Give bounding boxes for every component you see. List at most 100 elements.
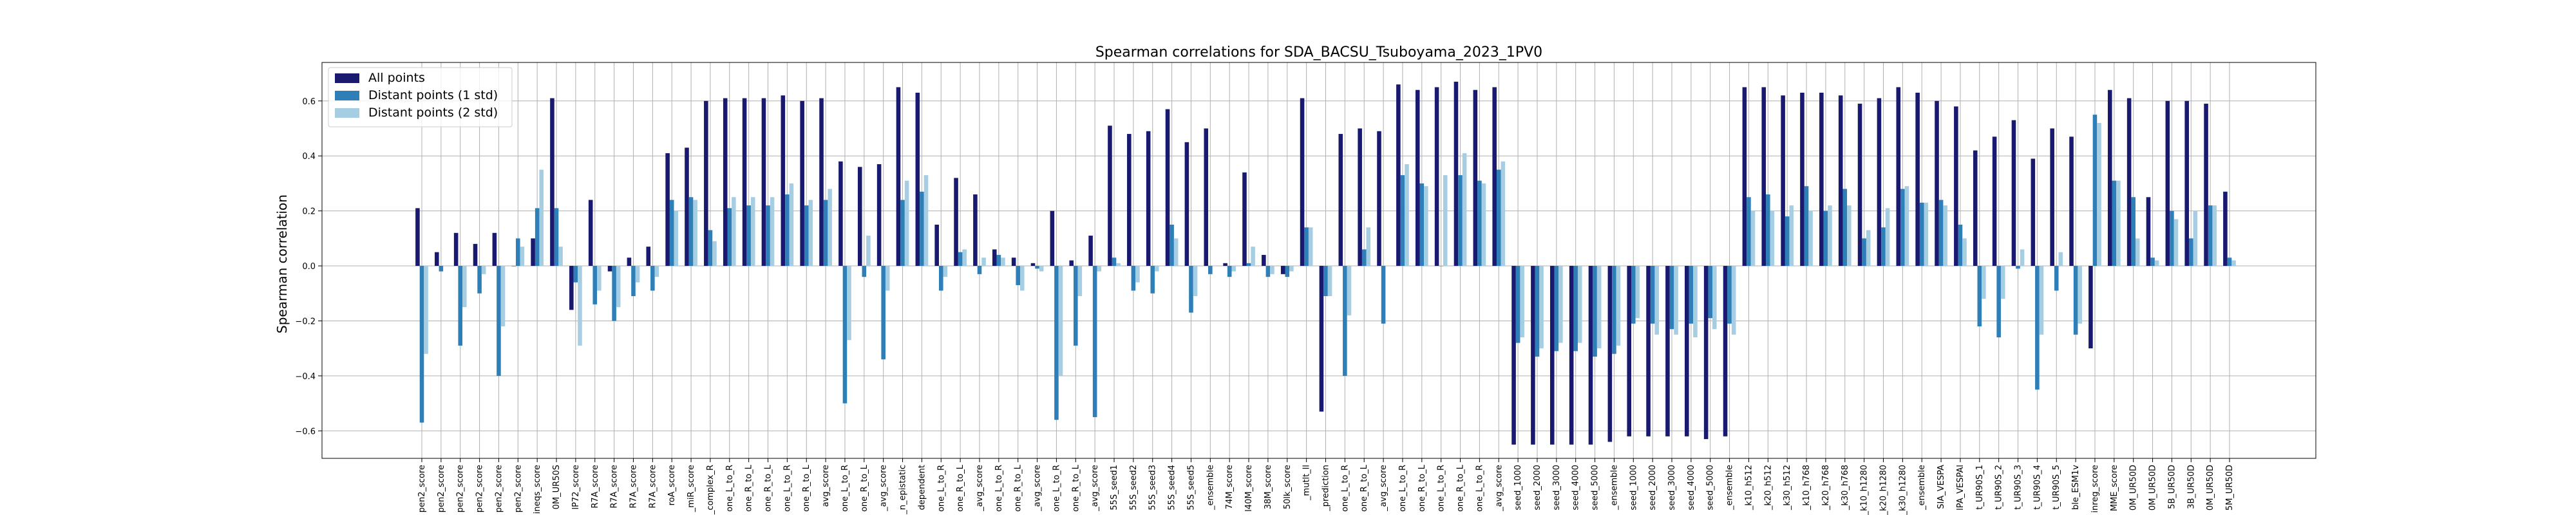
x-tick-label: 55S_seed1 [1110,465,1119,510]
bar-series-2 [2054,266,2059,291]
bar-series-1 [1223,263,1227,267]
bar-series-2 [1938,200,1944,267]
bar-series-2 [1785,216,1790,267]
bar-series-3 [578,266,582,346]
y-axis-ticks: −0.6 −0.4 −0.2 0.0 0.2 0.4 0.6 [295,97,322,436]
x-tick-label: 55S_seed2 [1129,465,1139,510]
bar-series-3 [462,266,467,308]
bar-series-2 [458,266,463,346]
bar-series-3 [2078,266,2082,324]
bar-series-3 [770,197,775,267]
x-tick-label: seed_3000 [1552,465,1562,510]
bar-series-3 [1019,266,1025,291]
bar-series-1 [742,98,747,267]
bar-series-3 [654,266,659,277]
bar-series-3 [1289,266,1294,272]
bar-series-2 [1842,189,1848,267]
bar-series-3 [1308,227,1313,267]
x-tick-label: _k10_h768 [1802,465,1812,510]
bar-series-1 [569,266,574,310]
y-tick-label: 0.2 [302,207,316,217]
bar-series-3 [1058,266,1063,376]
x-tick-label: 55S_seed4 [1168,465,1177,510]
bar-series-3 [1731,266,1736,335]
x-tick-label: _k20_h768 [1821,465,1831,510]
x-tick-label: avg_score [821,465,831,507]
bar-series-1 [1415,89,1420,267]
bar-series-2 [1535,266,1540,357]
x-tick-label: 55S_seed5 [1186,465,1196,510]
x-tick-label: one_R_to_L [1456,464,1466,512]
x-tick-label: pen2_score [417,465,427,512]
bar-series-3 [1847,205,1852,267]
chart-title: Spearman correlations for SDA_BACSU_Tsub… [1095,44,1542,61]
bar-series-2 [1246,263,1251,267]
x-tick-label: l_complex_R [706,465,715,515]
bar-series-3 [500,266,506,326]
bar-series-1 [1935,100,1939,267]
bar-series-1 [1665,266,1670,436]
x-tick-label: _k30_h1280 [1898,465,1908,515]
bar-series-3 [1866,230,1871,267]
bar-series-2 [1689,266,1694,324]
bar-series-3 [1808,211,1813,267]
bar-series-1 [1549,266,1555,445]
bar-series-3 [1327,266,1332,297]
bar-series-1 [2088,266,2093,349]
bars [415,81,2236,445]
bar-series-3 [1193,266,1198,297]
bar-series-2 [1361,249,1367,267]
bar-series-2 [1016,266,1020,285]
bar-series-1 [2146,197,2151,267]
bar-series-1 [1857,104,1862,267]
bar-series-1 [1703,266,1709,440]
bar-series-1 [2184,100,2189,267]
bar-series-1 [435,252,439,267]
x-tick-label: pen2_score [475,465,485,512]
bar-series-1 [685,147,689,267]
x-tick-label: _ensemble [1917,465,1927,510]
bar-series-1 [511,266,516,267]
bar-series-1 [2165,100,2170,267]
bar-series-1 [1319,266,1324,412]
bar-series-1 [934,224,939,267]
x-tick-label: _avg_score [1494,465,1504,512]
bar-series-3 [1347,266,1352,315]
bar-series-1 [1280,266,1285,274]
bar-series-1 [1030,263,1036,267]
bar-series-3 [1366,227,1371,267]
bar-series-2 [1381,266,1386,324]
x-tick-label: _k30_h768 [1841,465,1850,510]
x-tick-label: one_R_to_L [1417,464,1427,512]
bar-series-2 [1477,180,1482,267]
bar-series-1 [761,98,766,267]
bar-series-3 [712,241,717,267]
bar-series-3 [1501,161,1506,267]
bar-series-3 [1789,205,1794,267]
bar-series-2 [650,266,655,291]
bar-series-3 [597,266,601,291]
bar-series-2 [1862,238,1866,267]
x-tick-label: _ensemble [1725,465,1735,510]
bar-series-3 [828,189,832,267]
bar-series-3 [2231,260,2236,267]
x-tick-label: one_L_to_R [725,465,735,512]
bar-series-2 [2188,238,2193,267]
legend-label-distant-2std: Distant points (2 std) [368,106,498,120]
x-tick-label: one_R_to_L [764,464,773,512]
y-tick-label: 0.6 [302,97,316,107]
bar-series-3 [1750,211,1756,267]
x-tick-label: ineqs_score [533,465,542,514]
x-tick-label: one_R_to_L [744,464,754,512]
bar-series-2 [1881,227,1886,267]
bar-series-2 [516,238,520,267]
bar-series-1 [819,98,824,267]
bar-series-2 [1515,266,1520,343]
bar-series-1 [1838,95,1843,267]
x-tick-label: lPA_VESPAl [1956,465,1965,510]
bar-series-3 [2039,266,2044,335]
x-tick-label: inreg_score [2090,465,2100,513]
bar-series-2 [1573,266,1578,351]
x-tick-label: one_L_to_R [994,465,1004,512]
x-tick-label: R7A_score [648,465,658,509]
